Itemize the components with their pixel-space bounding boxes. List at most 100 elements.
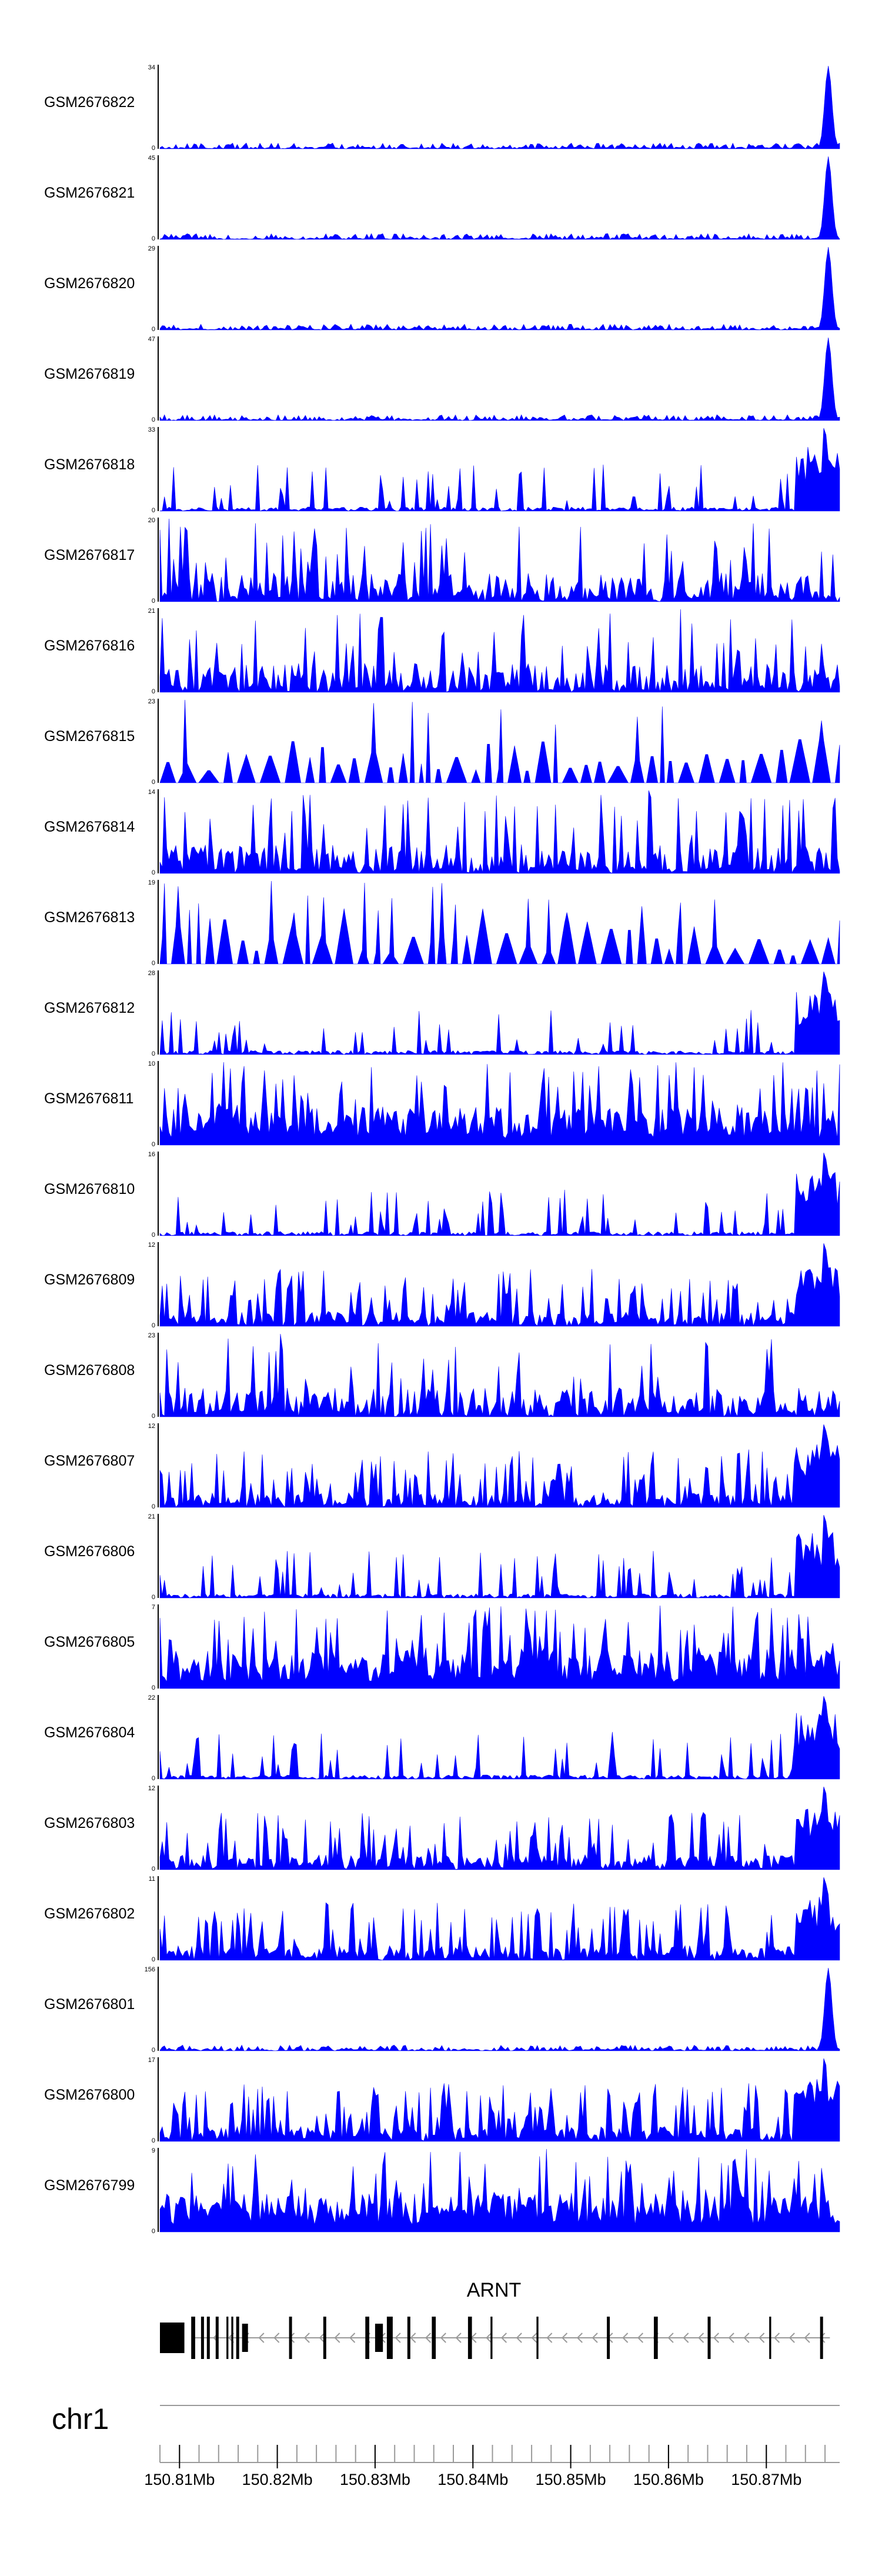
track-ymin-label: 0: [152, 416, 155, 423]
coverage-track: GSM2676808 23 0: [44, 1332, 840, 1420]
gene-exon: [707, 2317, 711, 2359]
coverage-track: GSM2676800 17 0: [44, 2057, 840, 2144]
track-label: GSM2676806: [44, 1543, 135, 1560]
strand-arrow: [410, 2333, 416, 2343]
coverage-track: GSM2676815 23 0: [44, 698, 840, 786]
strand-arrow: [273, 2333, 280, 2343]
track-ymin-label: 0: [152, 598, 155, 605]
coverage-area: [159, 1062, 840, 1146]
strand-arrow: [773, 2333, 780, 2343]
track-label: GSM2676814: [44, 819, 135, 835]
track-ymax-label: 17: [148, 2057, 155, 2064]
coverage-area: [159, 1424, 840, 1508]
coverage-area: [159, 790, 840, 874]
coverage-track: GSM2676807 12 0: [44, 1423, 840, 1510]
strand-arrow: [303, 2333, 310, 2343]
axis-tick-label: 150.82Mb: [242, 2471, 313, 2488]
gene-exon: [289, 2317, 292, 2359]
coverage-area: [159, 1877, 840, 1961]
track-ymin-label: 0: [152, 1594, 155, 1601]
strand-arrow: [425, 2333, 432, 2343]
track-label: GSM2676804: [44, 1724, 135, 1741]
coverage-track: GSM2676816 21 0: [44, 608, 840, 695]
track-ymin-label: 0: [152, 1141, 155, 1148]
coverage-track: GSM2676811 10 0: [44, 1060, 840, 1148]
gene-exon: [490, 2317, 493, 2359]
coverage-track: GSM2676821 45 0: [44, 155, 840, 242]
strand-arrow: [667, 2333, 674, 2343]
coverage-track: GSM2676809 12 0: [44, 1242, 840, 1329]
track-ymax-label: 12: [148, 1785, 155, 1792]
axis-tick-label: 150.86Mb: [633, 2471, 704, 2488]
track-ymin-label: 0: [152, 326, 155, 333]
track-label: GSM2676801: [44, 1996, 135, 2013]
track-ymax-label: 23: [148, 698, 155, 705]
coverage-area: [159, 337, 840, 421]
track-label: GSM2676819: [44, 366, 135, 382]
track-label: GSM2676809: [44, 1272, 135, 1288]
strand-arrow: [743, 2333, 750, 2343]
track-ymax-label: 156: [145, 1966, 155, 1973]
track-ymax-label: 11: [149, 1876, 155, 1883]
strand-arrow: [349, 2333, 356, 2343]
gene-exon: [231, 2317, 233, 2359]
track-label: GSM2676807: [44, 1453, 135, 1469]
track-label: GSM2676811: [44, 1090, 133, 1107]
gene-exon: [769, 2317, 771, 2359]
coverage-area: [159, 2148, 840, 2233]
coverage-track: GSM2676822 34 0: [44, 64, 840, 152]
track-ymax-label: 23: [148, 1332, 155, 1339]
track-label: GSM2676822: [44, 94, 135, 111]
coverage-area: [159, 880, 840, 965]
coverage-track: GSM2676802 11 0: [44, 1876, 840, 1963]
track-ymax-label: 22: [148, 1694, 155, 1701]
strand-arrow: [486, 2333, 492, 2343]
track-label: GSM2676815: [44, 728, 135, 745]
track-ymin-label: 0: [152, 2137, 155, 2144]
track-ymax-label: 19: [148, 879, 155, 886]
axis-tick-label: 150.85Mb: [536, 2471, 606, 2488]
track-ymax-label: 28: [148, 970, 155, 977]
coverage-area: [159, 1696, 840, 1780]
coverage-area: [159, 1243, 840, 1327]
coverage-area: [159, 971, 840, 1055]
track-ymin-label: 0: [152, 2228, 155, 2235]
axis-tick-label: 150.83Mb: [340, 2471, 410, 2488]
track-ymax-label: 34: [148, 64, 155, 71]
strand-arrow: [683, 2333, 689, 2343]
coverage-track: GSM2676820 29 0: [44, 245, 840, 333]
gene-utr-block: [160, 2323, 185, 2353]
coverage-area: [159, 518, 840, 602]
chromosome-label: chr1: [52, 2403, 109, 2435]
coverage-track: GSM2676804 22 0: [44, 1694, 840, 1782]
track-label: GSM2676817: [44, 547, 135, 563]
strand-arrow: [592, 2333, 598, 2343]
coverage-area: [159, 1605, 840, 1689]
coverage-track: GSM2676819 47 0: [44, 336, 840, 423]
coverage-track: GSM2676806 21 0: [44, 1513, 840, 1601]
coverage-track: GSM2676801 156 0: [44, 1966, 840, 2054]
strand-arrow: [531, 2333, 537, 2343]
track-ymin-label: 0: [152, 507, 155, 514]
axis-tick-label: 150.84Mb: [437, 2471, 508, 2488]
coverage-track: GSM2676812 28 0: [44, 970, 840, 1057]
coverage-track: GSM2676799 9 0: [44, 2147, 840, 2235]
genomic-axis: 150.81Mb 150.82Mb 150.83Mb 150.84Mb 150.85Mb…: [144, 2445, 840, 2488]
gene-exon: [242, 2324, 248, 2352]
track-label: GSM2676810: [44, 1181, 135, 1197]
track-label: GSM2676816: [44, 638, 135, 654]
track-ymax-label: 10: [148, 1060, 155, 1067]
track-ymin-label: 0: [152, 1232, 155, 1239]
coverage-track: GSM2676817 20 0: [44, 517, 840, 605]
coverage-area: [159, 1967, 840, 2051]
track-ymin-label: 0: [152, 960, 155, 967]
gene-exon: [467, 2317, 472, 2359]
gene-model: ARNT: [160, 2279, 830, 2359]
track-ymin-label: 0: [152, 1956, 155, 1963]
strand-arrow: [516, 2333, 522, 2343]
gene-name-label: ARNT: [467, 2279, 522, 2301]
track-ymax-label: 21: [148, 1513, 155, 1520]
track-label: GSM2676800: [44, 2087, 135, 2103]
strand-arrow: [319, 2333, 325, 2343]
track-label: GSM2676820: [44, 275, 135, 292]
